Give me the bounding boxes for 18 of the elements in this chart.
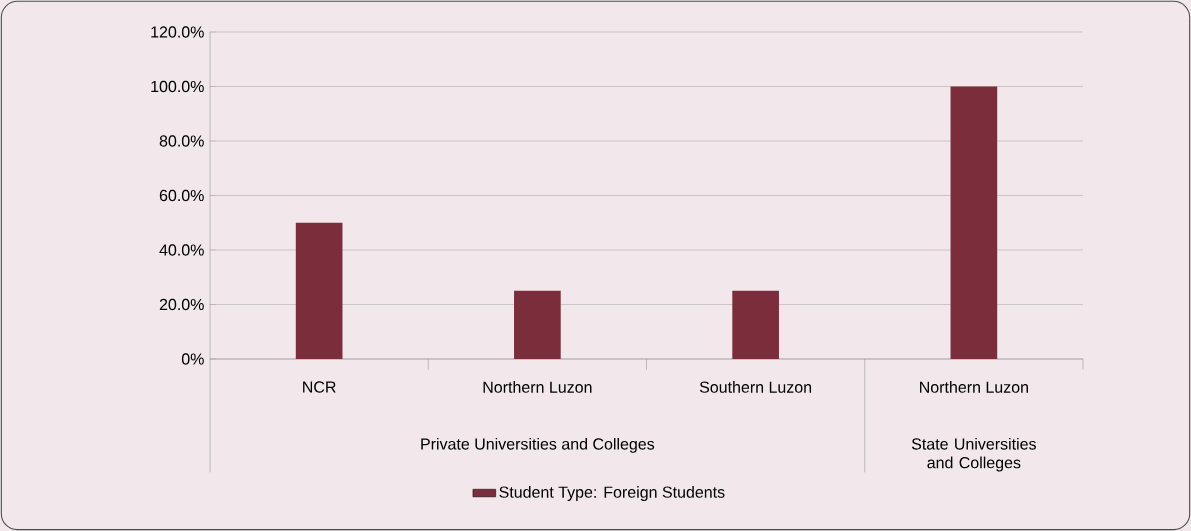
bar [732,290,779,359]
x-tick-label: Northern Luzon [483,381,592,393]
y-tick-label: 120.0% [151,26,204,38]
x-tick-label: NCR [303,381,336,393]
x-tick-label: Southern Luzon [699,381,812,393]
text: State Universities and Colleges [911,437,1036,472]
y-tick-label: 60.0% [159,189,204,202]
y-tick-label: 100.0% [151,80,204,93]
bar [950,86,998,359]
y-tick-label: 40.0% [159,244,204,256]
y-tick-label: 0% [181,353,204,365]
legend-label: Student Type: Foreign Students [499,486,725,501]
x-tick-label: Northern Luzon [920,381,1028,393]
text: Private Universities and Colleges [421,437,655,453]
y-tick-label: 80.0% [159,135,204,147]
y-tick-label: 20.0% [159,298,204,311]
bar [295,222,343,359]
bar [514,290,561,359]
